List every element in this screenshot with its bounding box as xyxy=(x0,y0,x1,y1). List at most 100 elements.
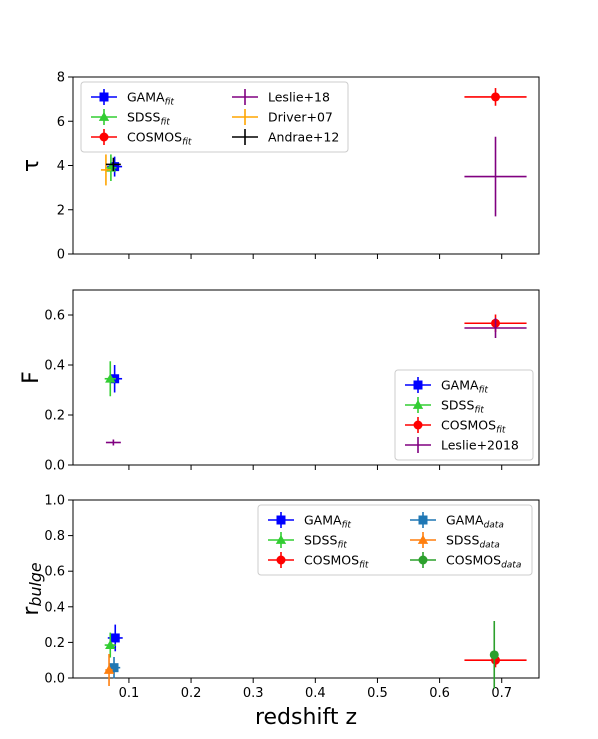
y-tick-label: 4 xyxy=(57,159,65,174)
data-point xyxy=(105,439,121,446)
axes-frame xyxy=(72,289,540,466)
point-marker xyxy=(105,639,116,649)
x-tick-label: 0.1 xyxy=(119,686,140,701)
y-tick-label: 6 xyxy=(57,115,65,130)
y-tick-label: 0.4 xyxy=(44,359,65,374)
legend-label: GAMAfit xyxy=(304,513,351,531)
legend-label: COSMOSfit xyxy=(304,553,369,571)
legend-entry: Leslie+2018 xyxy=(405,437,519,453)
data-point xyxy=(105,157,121,172)
legend-entry: COSMOSfit xyxy=(91,129,192,148)
y-axis-label: F xyxy=(19,371,44,384)
y-axis-label: rbulge xyxy=(19,562,45,616)
data-point xyxy=(100,154,111,186)
legend-marker xyxy=(417,534,429,544)
y-tick-label: 1.0 xyxy=(44,494,65,509)
point-marker xyxy=(105,373,116,383)
data-point xyxy=(464,136,527,217)
legend-marker xyxy=(98,111,110,121)
y-tick-label: 2 xyxy=(57,203,65,218)
y-axis-label: τ xyxy=(19,159,44,172)
legend-label: COSMOSdata xyxy=(446,553,521,571)
legend-entry: GAMAfit xyxy=(268,512,351,531)
y-tick-label: 8 xyxy=(57,71,65,86)
legend-marker xyxy=(276,515,286,525)
legend-label: SDSSfit xyxy=(127,110,170,128)
legend-box xyxy=(394,369,534,461)
legend-entry: GAMAfit xyxy=(91,89,174,108)
x-tick-label: 0.3 xyxy=(243,686,264,701)
legend-label: Driver+07 xyxy=(268,110,333,125)
y-tick-label: 0.4 xyxy=(44,600,65,615)
y-tick-label: 0.8 xyxy=(44,529,65,544)
legend-entry: COSMOSfit xyxy=(268,552,369,571)
legend: GAMAfit SDSSfit COSMOSfit Leslie+2018 xyxy=(394,369,534,461)
legend-entry: Driver+07 xyxy=(232,109,333,125)
point-marker xyxy=(110,633,120,643)
fraction-panel: 0.0 0.2 0.4 0.6 F GAMAfit SDSSfit COSMOSfit Lesl… xyxy=(19,289,540,474)
legend-marker xyxy=(276,555,286,565)
legend-entry: SDSSfit xyxy=(405,397,484,416)
x-tick-label: 0.6 xyxy=(429,686,450,701)
legend-entry: SDSSdata xyxy=(410,532,500,551)
x-tick-label: 0.2 xyxy=(181,686,202,701)
x-tick-label: 0.4 xyxy=(305,686,326,701)
legend-label: SDSSfit xyxy=(304,533,347,551)
x-tick-label: 0.5 xyxy=(367,686,388,701)
legend-label: COSMOSfit xyxy=(441,418,506,436)
point-marker xyxy=(110,162,120,172)
legend-box xyxy=(80,81,349,153)
legend-label: Leslie+2018 xyxy=(441,438,519,453)
data-point xyxy=(103,653,115,687)
legend-label: GAMAfit xyxy=(441,378,488,396)
legend-marker xyxy=(418,515,428,525)
axes-frame xyxy=(72,499,540,679)
y-tick-label: 0.2 xyxy=(44,636,65,651)
legend-marker xyxy=(412,399,424,409)
data-point xyxy=(104,361,116,397)
legend-marker xyxy=(99,92,109,102)
rbulge-panel: 0.0 0.2 0.4 0.6 0.8 1.0 0.1 0.2 0.3 0.4 0.5 0.6 0.7 r… xyxy=(19,494,540,730)
legend-entry: GAMAfit xyxy=(405,377,488,396)
legend-entry: COSMOSfit xyxy=(405,417,506,436)
legend-label: Leslie+18 xyxy=(268,90,330,105)
point-marker xyxy=(103,664,115,674)
legend-marker xyxy=(99,132,109,142)
point-marker xyxy=(491,92,501,102)
legend-label: COSMOSfit xyxy=(127,130,192,148)
legend-label: SDSSdata xyxy=(446,533,500,551)
y-tick-label: 0.6 xyxy=(44,309,65,324)
legend-box xyxy=(257,504,533,576)
legend-marker xyxy=(413,420,423,430)
point-marker xyxy=(489,650,499,660)
legend-label: SDSSfit xyxy=(441,398,484,416)
legend-entry: SDSSfit xyxy=(91,109,170,128)
data-point xyxy=(489,621,499,689)
legend-entry: SDSSfit xyxy=(268,532,347,551)
y-tick-label: 0.6 xyxy=(44,565,65,580)
data-point xyxy=(104,632,116,658)
point-marker xyxy=(109,663,119,673)
legend-label: GAMAfit xyxy=(127,90,174,108)
x-axis-label: redshift z xyxy=(255,705,357,730)
tau-panel: 0 2 4 6 8 τ GAMAfit SDSSfit COSMOSfit Leslie+18 Dr… xyxy=(19,71,540,263)
legend-marker xyxy=(275,534,287,544)
data-point xyxy=(464,88,527,106)
legend-entry: GAMAdata xyxy=(410,512,504,531)
legend-entry: Andrae+12 xyxy=(232,129,339,145)
y-tick-label: 0 xyxy=(57,248,65,263)
legend-marker xyxy=(418,555,428,565)
legend-label: Andrae+12 xyxy=(268,130,339,145)
legend: GAMAfit SDSSfit COSMOSfit GAMAdata SDSSdata C… xyxy=(257,504,533,576)
legend: GAMAfit SDSSfit COSMOSfit Leslie+18 Driver+0… xyxy=(80,81,349,153)
legend-entry: COSMOSdata xyxy=(410,552,521,571)
x-tick-label: 0.7 xyxy=(491,686,512,701)
legend-entry: Leslie+18 xyxy=(232,89,330,105)
y-tick-label: 0.0 xyxy=(44,459,65,474)
y-tick-label: 0.2 xyxy=(44,409,65,424)
y-tick-label: 0.0 xyxy=(44,672,65,687)
data-point xyxy=(464,318,527,338)
legend-label: GAMAdata xyxy=(446,513,504,531)
legend-marker xyxy=(413,380,423,390)
